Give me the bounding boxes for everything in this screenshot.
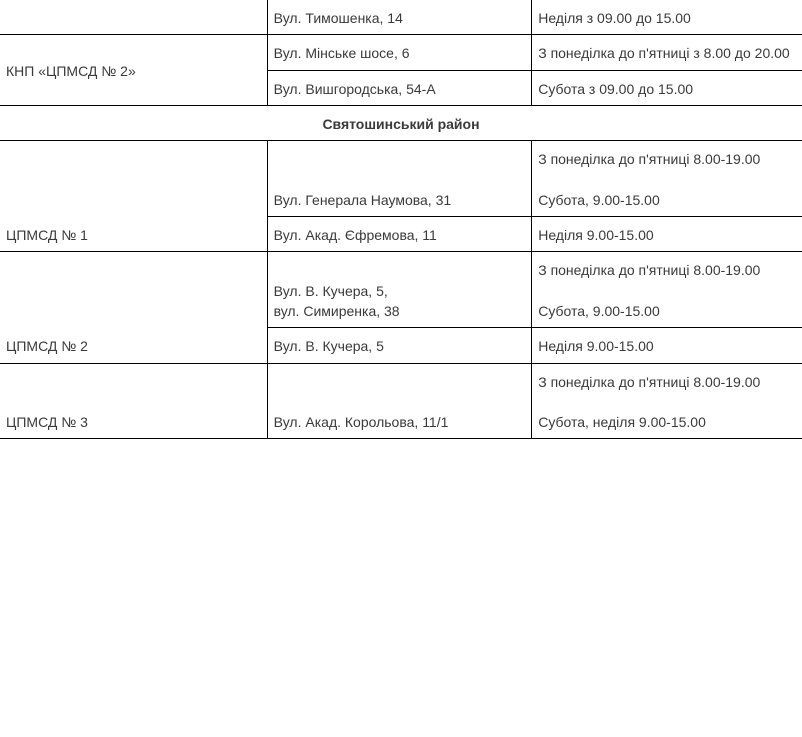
cell-address: Вул. В. Кучера, 5, вул. Симиренка, 38	[267, 252, 532, 328]
table-row: ЦПМСД № 2 Вул. В. Кучера, 5, вул. Симире…	[0, 252, 802, 328]
cell-org: ЦПМСД № 1	[0, 141, 267, 252]
table-row: ЦПМСД № 1 Вул. Генерала Наумова, 31 З по…	[0, 141, 802, 217]
cell-address: Вул. Акад. Єфремова, 11	[267, 217, 532, 252]
cell-address: Вул. Генерала Наумова, 31	[267, 141, 532, 217]
cell-schedule: З понеділка до п'ятниці 8.00-19.00 Субот…	[532, 252, 802, 328]
cell-schedule: Неділя 9.00-15.00	[532, 217, 802, 252]
schedule-line: Субота, 9.00-15.00	[538, 190, 796, 210]
cell-org: ЦПМСД № 2	[0, 252, 267, 363]
cell-org: ЦПМСД № 3	[0, 363, 267, 439]
cell-address: Вул. В. Кучера, 5	[267, 328, 532, 363]
schedule-line: З понеділка до п'ятниці 8.00-19.00	[538, 260, 796, 280]
table-row: КНП «ЦПМСД № 2» Вул. Мінське шосе, 6 З п…	[0, 35, 802, 70]
schedule-line: З понеділка до п'ятниці 8.00-19.00	[538, 372, 796, 392]
cell-schedule: Неділя з 09.00 до 15.00	[532, 0, 802, 35]
cell-schedule: З понеділка до п'ятниці 8.00-19.00 Субот…	[532, 141, 802, 217]
table-row: Вул. Тимошенка, 14 Неділя з 09.00 до 15.…	[0, 0, 802, 35]
cell-address: Вул. Мінське шосе, 6	[267, 35, 532, 70]
cell-schedule: З понеділка до п'ятниці з 8.00 до 20.00	[532, 35, 802, 70]
cell-address: Вул. Вишгородська, 54-А	[267, 70, 532, 105]
table-row: ЦПМСД № 3 Вул. Акад. Корольова, 11/1 З п…	[0, 363, 802, 439]
schedule-line: Субота, 9.00-15.00	[538, 301, 796, 321]
cell-schedule: Субота з 09.00 до 15.00	[532, 70, 802, 105]
cell-org	[0, 0, 267, 35]
cell-schedule: З понеділка до п'ятниці 8.00-19.00 Субот…	[532, 363, 802, 439]
schedule-line: З понеділка до п'ятниці 8.00-19.00	[538, 149, 796, 169]
section-header: Святошинський район	[0, 105, 802, 140]
address-line: вул. Симиренка, 38	[274, 301, 526, 321]
cell-schedule: Неділя 9.00-15.00	[532, 328, 802, 363]
schedule-table: Вул. Тимошенка, 14 Неділя з 09.00 до 15.…	[0, 0, 802, 439]
cell-address: Вул. Акад. Корольова, 11/1	[267, 363, 532, 439]
cell-org: КНП «ЦПМСД № 2»	[0, 35, 267, 106]
schedule-line: Субота, неділя 9.00-15.00	[538, 412, 796, 432]
cell-address: Вул. Тимошенка, 14	[267, 0, 532, 35]
table-section-header-row: Святошинський район	[0, 105, 802, 140]
address-line: Вул. В. Кучера, 5,	[274, 281, 526, 301]
